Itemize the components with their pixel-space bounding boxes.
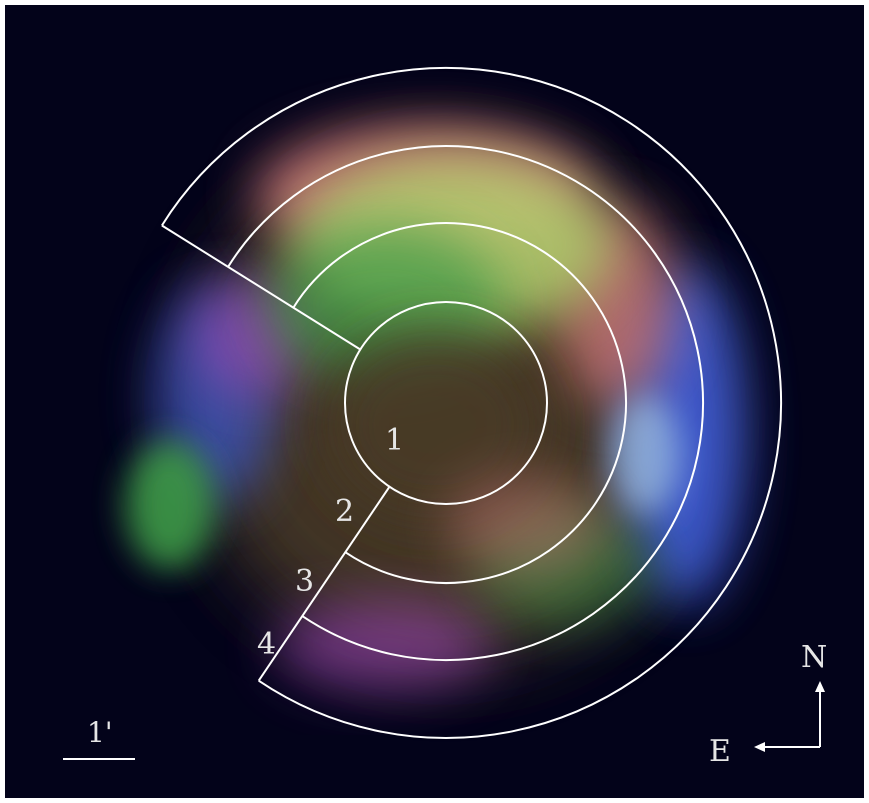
compass: N E — [709, 640, 827, 769]
sky-image: 1 2 3 4 1' N E — [5, 5, 864, 798]
region-3-outer-arc — [227, 145, 705, 661]
eastern-green-knot — [125, 440, 215, 570]
cyan-knot — [610, 395, 680, 515]
scale-bar-label: 1' — [87, 716, 113, 749]
compass-east-label: E — [709, 734, 731, 769]
compass-north-arrowhead — [815, 681, 825, 692]
region-1-boundary — [344, 301, 549, 505]
compass-north-label: N — [801, 640, 827, 675]
region-label-2: 2 — [335, 494, 354, 529]
region-label-4: 4 — [257, 627, 276, 662]
sector-edge-southeast — [257, 486, 391, 682]
compass-east-arrowhead — [754, 742, 765, 752]
snr-image-canvas: 1 2 3 4 1' N E — [5, 5, 864, 798]
region-4-outer-arc — [161, 67, 783, 739]
dark-core — [325, 330, 545, 520]
scale-bar: 1' — [63, 716, 135, 760]
region-label-1: 1 — [385, 423, 404, 458]
magenta-patch-south — [275, 600, 495, 690]
extraction-regions — [161, 67, 783, 739]
region-label-3: 3 — [295, 564, 314, 599]
southern-red-tint — [445, 475, 605, 575]
sector-edge-northeast — [161, 224, 361, 351]
region-2-outer-arc — [292, 222, 628, 584]
